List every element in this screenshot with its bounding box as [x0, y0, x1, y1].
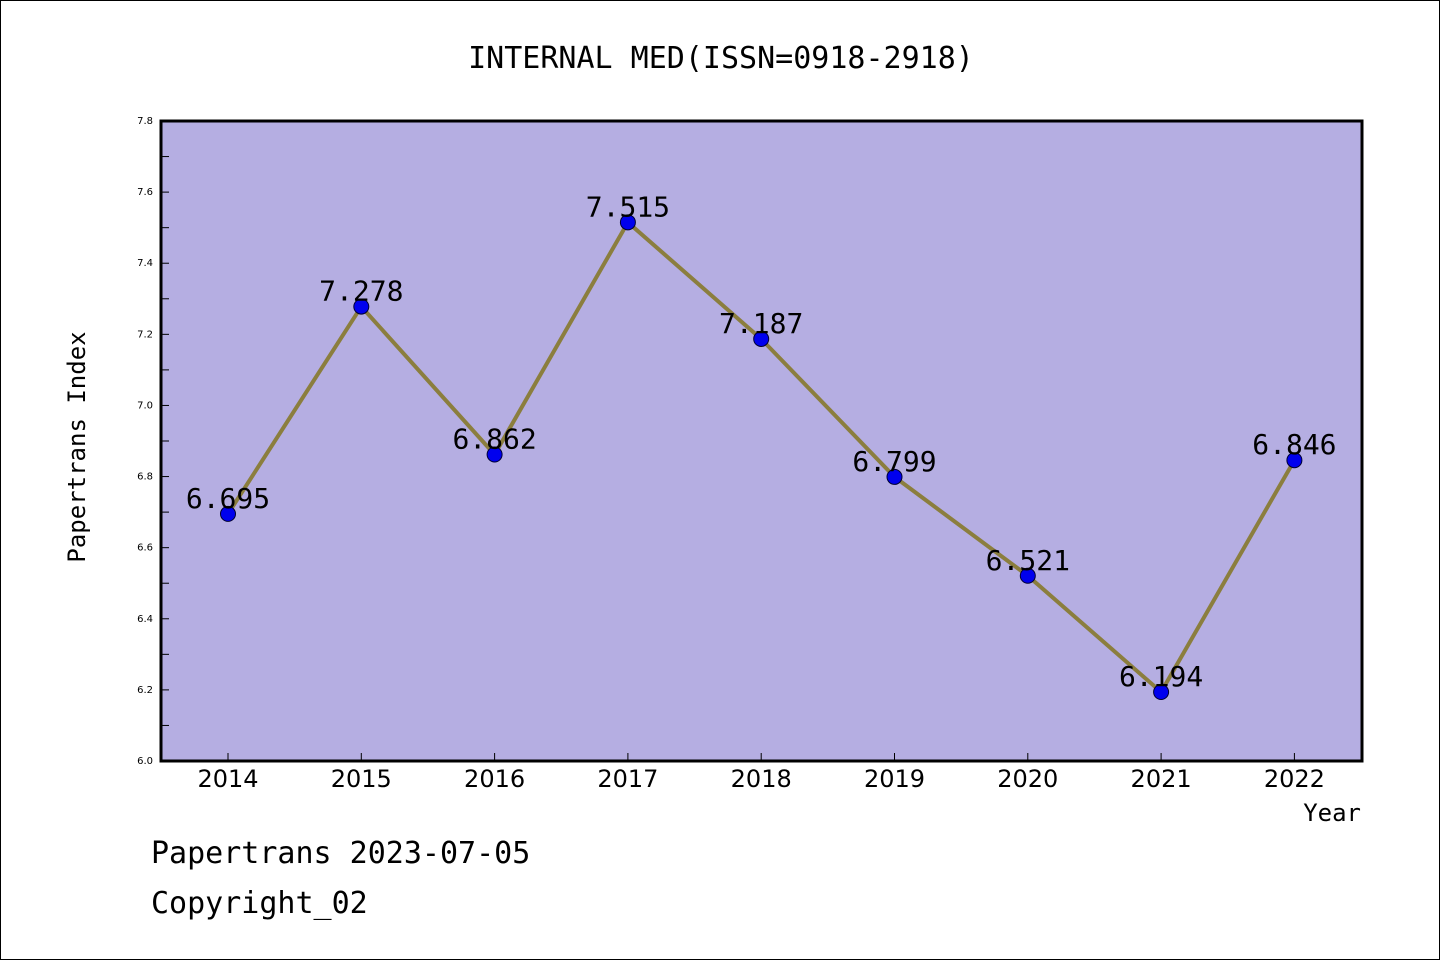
y-tick-label: 7.4: [137, 258, 153, 269]
data-point: [886, 468, 903, 485]
data-label: 6.799: [852, 445, 936, 478]
data-label: 7.278: [319, 275, 403, 308]
footer-copyright: Copyright_02: [151, 886, 368, 921]
y-axis: 6.0 6.2 6.4 6.6 6.8 7.0 7.2 7.4 7.6 7.8: [137, 116, 169, 767]
y-tick-label: 6.4: [137, 614, 153, 625]
y-tick-label: 7.2: [137, 329, 153, 340]
data-point: [353, 298, 370, 315]
x-tick-label: 2021: [1131, 765, 1192, 793]
y-tick-label: 7.6: [137, 187, 153, 198]
y-tick-label: 6.8: [137, 472, 153, 483]
y-tick-label: 7.0: [137, 400, 153, 411]
data-point: [753, 330, 770, 347]
x-tick-label: 2016: [464, 765, 525, 793]
data-label: 7.515: [586, 190, 670, 223]
chart-title: INTERNAL MED(ISSN=0918-2918): [468, 41, 974, 76]
markers-group: [220, 214, 1303, 701]
x-axis-label: Year: [1303, 799, 1361, 827]
data-label: 6.521: [986, 544, 1070, 577]
x-tick-label: 2019: [864, 765, 925, 793]
data-point: [1286, 452, 1303, 469]
data-labels-group: 6.695 7.278 6.862 7.515 7.187 6.799 6.521 6.194…: [186, 190, 1337, 693]
data-label: 6.194: [1119, 660, 1203, 693]
x-tick-label: 2017: [597, 765, 658, 793]
x-tick-label: 2022: [1264, 765, 1325, 793]
x-tick-label: 2018: [731, 765, 792, 793]
plot-area: [159, 119, 1364, 763]
data-label: 7.187: [719, 307, 803, 340]
data-point: [1153, 684, 1170, 701]
data-label: 6.846: [1252, 428, 1336, 461]
footer-date: Papertrans 2023-07-05: [151, 836, 531, 871]
y-axis-label: Papertrans Index: [63, 331, 91, 562]
data-point: [486, 446, 503, 463]
x-tick-label: 2015: [331, 765, 392, 793]
data-label: 6.695: [186, 482, 270, 515]
x-tick-label: 2014: [197, 765, 258, 793]
y-tick-label: 6.0: [137, 756, 153, 767]
x-axis: 2014 2015 2016 2017 2018 2019 2020 2021 2022: [197, 753, 1325, 793]
y-minor-ticks: [161, 156, 169, 726]
data-point: [220, 505, 236, 522]
y-tick-label: 7.8: [137, 116, 153, 127]
data-point: [1019, 567, 1036, 584]
data-point: [619, 214, 636, 231]
y-tick-label: 6.2: [137, 685, 153, 696]
y-tick-label: 6.6: [137, 543, 153, 554]
x-tick-label: 2020: [997, 765, 1058, 793]
data-label: 6.862: [452, 423, 536, 456]
